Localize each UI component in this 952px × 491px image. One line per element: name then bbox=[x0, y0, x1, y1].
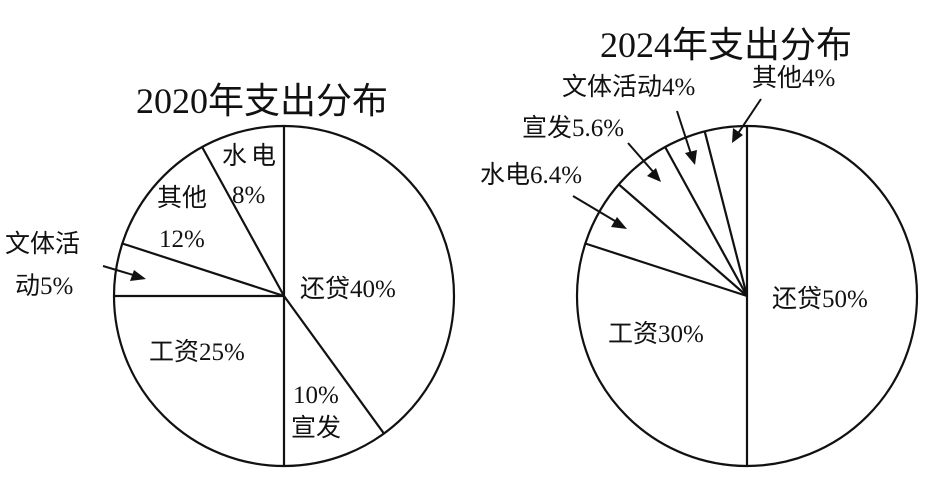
label-marketing-2024: 宣发5.6% bbox=[522, 115, 625, 142]
pie-2020-dividers bbox=[114, 126, 385, 466]
label-marketing-2020: 宣发 bbox=[291, 415, 342, 442]
label-loan-2020: 还贷40% bbox=[300, 276, 396, 303]
arrow-icon bbox=[102, 265, 146, 281]
arrow-culture-icon bbox=[676, 110, 697, 165]
pie-2024-dividers bbox=[584, 126, 749, 466]
divider-144 bbox=[283, 295, 385, 435]
arrow-utility-icon bbox=[572, 195, 627, 229]
label-culture-2024: 文体活动4% bbox=[562, 74, 696, 101]
label-salary-2024: 工资30% bbox=[608, 321, 704, 348]
pie-2020 bbox=[102, 124, 456, 468]
chart-title-2024: 2024年支出分布 bbox=[600, 25, 853, 65]
label-loan-2024: 还贷50% bbox=[772, 286, 868, 313]
label-utility-2020-line1: 水电 bbox=[222, 143, 281, 170]
label-marketing-pct-2020: 10% bbox=[293, 382, 339, 409]
label-other-2020-line2: 12% bbox=[159, 226, 205, 253]
divider-311 bbox=[618, 183, 748, 297]
chart-title-2020: 2020年支出分布 bbox=[136, 81, 389, 121]
divider-331 bbox=[201, 146, 285, 297]
chart-2020: 2020年支出分布 还贷40% 10% 宣发 工资25% 文体活 动5% 其他 … bbox=[0, 0, 470, 491]
pie-2024-arrows bbox=[572, 98, 762, 229]
arrow-other-icon bbox=[732, 98, 762, 143]
divider-288 bbox=[121, 242, 285, 298]
pie-2024 bbox=[572, 98, 919, 468]
label-utility-2020-line2: 8% bbox=[232, 182, 266, 209]
label-salary-2020: 工资25% bbox=[149, 339, 245, 366]
divider-331 bbox=[664, 146, 748, 297]
label-culture-2020-line2: 动5% bbox=[15, 273, 74, 300]
label-culture-2020-line1: 文体活 bbox=[5, 231, 81, 258]
divider-288 bbox=[584, 242, 748, 298]
label-other-2020-line1: 其他 bbox=[157, 185, 208, 212]
divider-346 bbox=[703, 131, 749, 297]
label-other-2024: 其他4% bbox=[752, 65, 836, 92]
label-utility-2024: 水电6.4% bbox=[480, 162, 583, 189]
chart-2024: 2024年支出分布 还贷50% 工资30% 水电6.4% 宣发5.6% 文体活动… bbox=[470, 0, 952, 491]
arrow-marketing-icon bbox=[627, 142, 661, 182]
